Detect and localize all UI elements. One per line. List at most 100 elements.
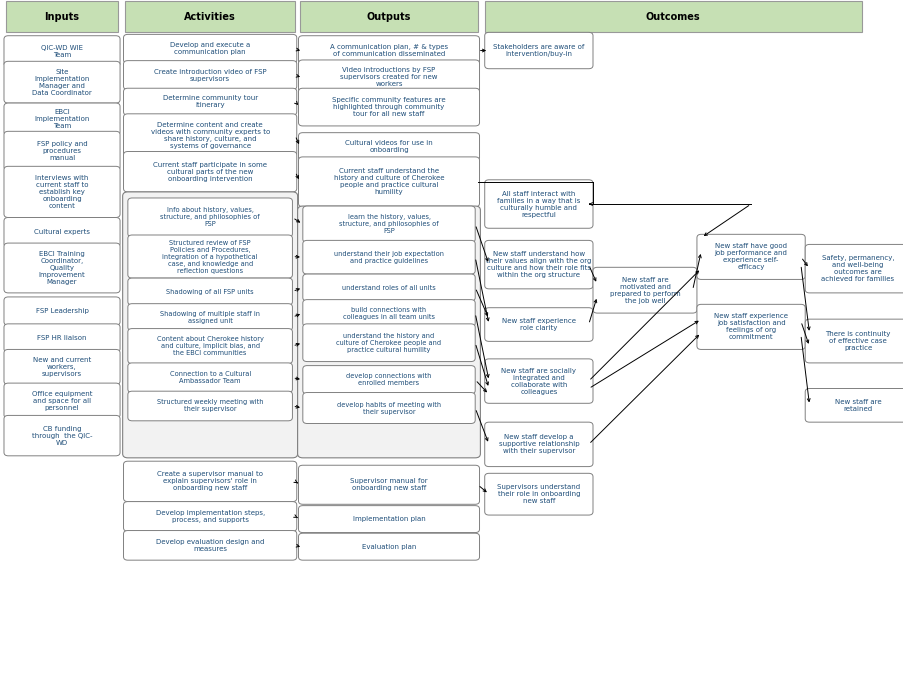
FancyBboxPatch shape	[484, 422, 592, 466]
Text: Info about history, values,
structure, and philosophies of
FSP: Info about history, values, structure, a…	[160, 208, 260, 228]
FancyBboxPatch shape	[696, 304, 805, 349]
Text: learn the history, values,
structure, and philosophies of
FSP: learn the history, values, structure, an…	[339, 214, 438, 234]
FancyBboxPatch shape	[124, 89, 296, 115]
Text: New staff develop a
supportive relationship
with their supervisor: New staff develop a supportive relations…	[498, 435, 579, 454]
FancyBboxPatch shape	[484, 180, 592, 228]
FancyBboxPatch shape	[127, 363, 292, 393]
FancyBboxPatch shape	[124, 151, 296, 192]
Text: New staff have good
job performance and
experience self-
efficacy: New staff have good job performance and …	[714, 243, 787, 270]
Text: Activities: Activities	[184, 12, 236, 22]
Text: New staff experience
job satisfaction and
feelings of org
commitment: New staff experience job satisfaction an…	[713, 314, 787, 341]
FancyBboxPatch shape	[298, 533, 479, 560]
FancyBboxPatch shape	[4, 243, 120, 293]
Text: Current staff understand the
history and culture of Cherokee
people and practice: Current staff understand the history and…	[333, 168, 443, 195]
Text: New staff are
retained: New staff are retained	[833, 399, 880, 412]
Text: Interviews with
current staff to
establish key
onboarding
content: Interviews with current staff to establi…	[35, 175, 88, 209]
Text: understand the history and
culture of Cherokee people and
practice cultural humi: understand the history and culture of Ch…	[336, 333, 441, 353]
FancyBboxPatch shape	[123, 192, 297, 458]
FancyBboxPatch shape	[303, 324, 475, 362]
Text: Develop implementation steps,
process, and supports: Develop implementation steps, process, a…	[155, 510, 265, 523]
FancyBboxPatch shape	[4, 383, 120, 418]
Text: Shadowing of all FSP units: Shadowing of all FSP units	[166, 289, 254, 295]
FancyBboxPatch shape	[484, 241, 592, 289]
FancyBboxPatch shape	[127, 198, 292, 237]
FancyBboxPatch shape	[127, 329, 292, 364]
FancyBboxPatch shape	[124, 531, 296, 560]
FancyBboxPatch shape	[5, 1, 118, 32]
FancyBboxPatch shape	[4, 324, 120, 352]
FancyBboxPatch shape	[298, 36, 479, 66]
Text: understand their job expectation
and practice guidelines: understand their job expectation and pra…	[333, 251, 443, 264]
Text: Safety, permanency,
and well-being
outcomes are
achieved for families: Safety, permanency, and well-being outco…	[821, 255, 894, 282]
Text: FSP Leadership: FSP Leadership	[35, 308, 88, 314]
Text: Evaluation plan: Evaluation plan	[361, 544, 415, 550]
FancyBboxPatch shape	[4, 103, 120, 135]
FancyBboxPatch shape	[298, 89, 479, 126]
FancyBboxPatch shape	[298, 157, 479, 207]
Text: Connection to a Cultural
Ambassador Team: Connection to a Cultural Ambassador Team	[170, 371, 250, 384]
Text: Current staff participate in some
cultural parts of the new
onboarding intervent: Current staff participate in some cultur…	[153, 162, 267, 182]
FancyBboxPatch shape	[303, 206, 475, 243]
FancyBboxPatch shape	[4, 166, 120, 218]
FancyBboxPatch shape	[127, 278, 292, 305]
Text: Specific community features are
highlighted through community
tour for all new s: Specific community features are highligh…	[331, 97, 445, 117]
FancyBboxPatch shape	[303, 299, 475, 327]
Text: build connections with
colleagues in all team units: build connections with colleagues in all…	[342, 307, 434, 320]
FancyBboxPatch shape	[696, 235, 805, 279]
FancyBboxPatch shape	[484, 1, 861, 32]
FancyBboxPatch shape	[298, 506, 479, 533]
FancyBboxPatch shape	[127, 391, 292, 420]
FancyBboxPatch shape	[303, 274, 475, 301]
Text: Outcomes: Outcomes	[645, 12, 700, 22]
Text: New staff understand how
their values align with the org
culture and how their r: New staff understand how their values al…	[486, 251, 591, 278]
Text: Office equipment
and space for all
personnel: Office equipment and space for all perso…	[32, 391, 92, 410]
Text: FSP policy and
procedures
manual: FSP policy and procedures manual	[37, 141, 88, 161]
Text: New staff are socially
integrated and
collaborate with
colleagues: New staff are socially integrated and co…	[501, 368, 576, 395]
Text: FSP HR liaison: FSP HR liaison	[37, 335, 87, 341]
FancyBboxPatch shape	[4, 297, 120, 325]
Text: There is continuity
of effective case
practice: There is continuity of effective case pr…	[824, 331, 889, 351]
Text: Inputs: Inputs	[44, 12, 79, 22]
Text: Outputs: Outputs	[367, 12, 411, 22]
FancyBboxPatch shape	[124, 114, 296, 156]
FancyBboxPatch shape	[127, 304, 292, 331]
FancyBboxPatch shape	[124, 461, 296, 502]
Text: A communication plan, # & types
of communication disseminated: A communication plan, # & types of commu…	[330, 44, 448, 57]
Text: Site
Implementation
Manager and
Data Coordinator: Site Implementation Manager and Data Coo…	[33, 69, 92, 96]
FancyBboxPatch shape	[484, 32, 592, 69]
FancyBboxPatch shape	[127, 235, 292, 278]
Text: CB funding
through  the QIC-
WD: CB funding through the QIC- WD	[32, 426, 92, 445]
FancyBboxPatch shape	[298, 465, 479, 504]
FancyBboxPatch shape	[124, 502, 296, 531]
Text: Cultural videos for use in
onboarding: Cultural videos for use in onboarding	[345, 141, 433, 153]
FancyBboxPatch shape	[4, 349, 120, 385]
FancyBboxPatch shape	[300, 1, 478, 32]
Text: Video introductions by FSP
supervisors created for new
workers: Video introductions by FSP supervisors c…	[340, 67, 437, 87]
Text: Supervisor manual for
onboarding new staff: Supervisor manual for onboarding new sta…	[349, 478, 427, 491]
FancyBboxPatch shape	[484, 359, 592, 404]
Text: develop connections with
enrolled members: develop connections with enrolled member…	[346, 373, 432, 386]
Text: Create introduction video of FSP
supervisors: Create introduction video of FSP supervi…	[154, 68, 266, 82]
FancyBboxPatch shape	[298, 132, 479, 161]
FancyBboxPatch shape	[4, 62, 120, 103]
Text: Develop evaluation design and
measures: Develop evaluation design and measures	[156, 539, 264, 552]
Text: Implementation plan: Implementation plan	[352, 516, 425, 522]
Text: EBCI
Implementation
Team: EBCI Implementation Team	[34, 110, 89, 129]
Text: New and current
workers,
supervisors: New and current workers, supervisors	[33, 357, 91, 377]
FancyBboxPatch shape	[124, 34, 296, 64]
Text: New staff experience
role clarity: New staff experience role clarity	[501, 318, 575, 331]
Text: Determine content and create
videos with community experts to
share history, cul: Determine content and create videos with…	[151, 122, 269, 149]
Text: New staff are onboarded so that
they:: New staff are onboarded so that they:	[322, 217, 455, 230]
FancyBboxPatch shape	[4, 416, 120, 456]
FancyBboxPatch shape	[303, 366, 475, 394]
FancyBboxPatch shape	[303, 241, 475, 274]
FancyBboxPatch shape	[4, 131, 120, 170]
FancyBboxPatch shape	[484, 473, 592, 515]
Text: New staff are
motivated and
prepared to perform
the job well: New staff are motivated and prepared to …	[609, 276, 680, 304]
Text: understand roles of all units: understand roles of all units	[341, 285, 435, 291]
FancyBboxPatch shape	[303, 393, 475, 423]
FancyBboxPatch shape	[297, 206, 479, 458]
FancyBboxPatch shape	[4, 218, 120, 247]
Text: Create a supervisor manual to
explain supervisors' role in
onboarding new staff: Create a supervisor manual to explain su…	[157, 471, 263, 491]
Text: QIC-WD WIE
Team: QIC-WD WIE Team	[41, 45, 83, 57]
